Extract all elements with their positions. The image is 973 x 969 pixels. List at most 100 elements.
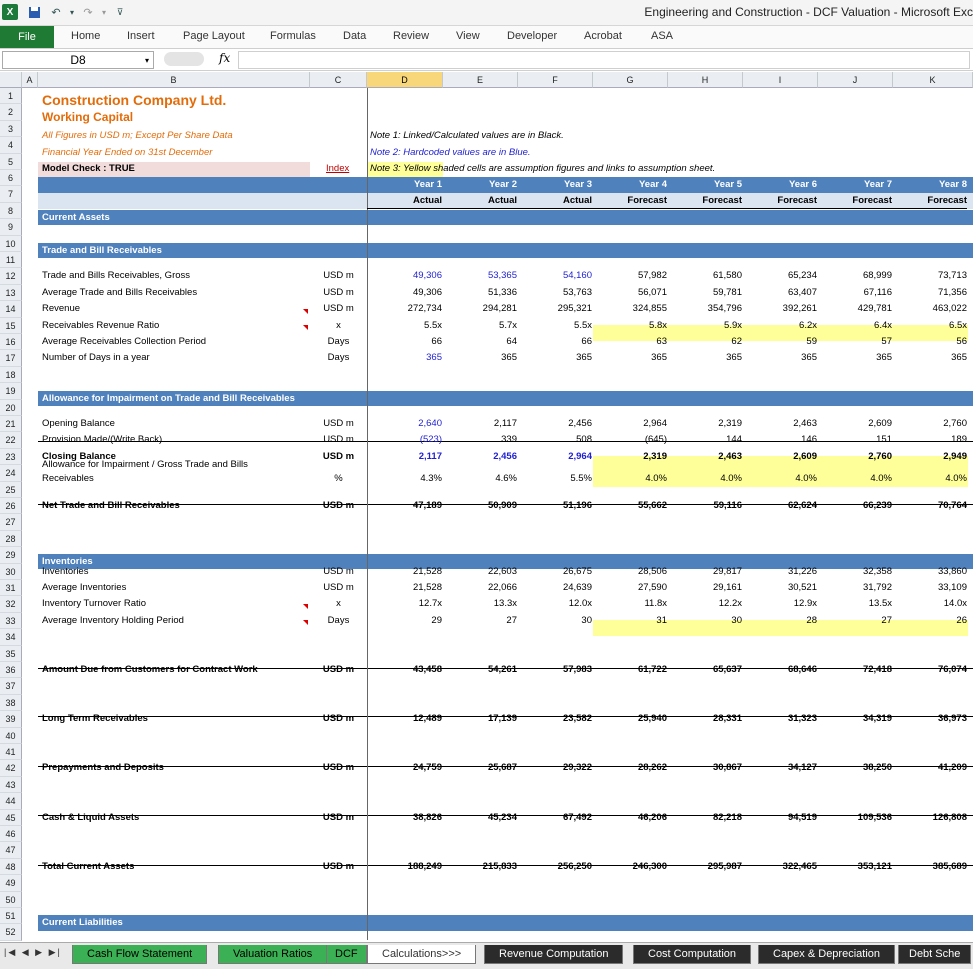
select-all-corner[interactable] — [0, 72, 22, 88]
column-header-f[interactable]: F — [518, 72, 593, 88]
sheet-tab-revenue-computation[interactable]: Revenue Computation — [484, 945, 624, 964]
row-header[interactable]: 11 — [0, 252, 22, 269]
row-header[interactable]: 5 — [0, 153, 22, 170]
row-header[interactable]: 35 — [0, 645, 22, 662]
column-header-g[interactable]: G — [593, 72, 668, 88]
row-header[interactable]: 44 — [0, 793, 22, 810]
tab-insert[interactable]: Insert — [127, 30, 155, 42]
row-header[interactable]: 24 — [0, 465, 22, 482]
undo-icon[interactable]: ↶ — [51, 6, 61, 19]
column-header-b[interactable]: B — [38, 72, 310, 88]
row-header[interactable]: 38 — [0, 694, 22, 712]
row-header[interactable]: 7 — [0, 186, 22, 203]
customize-toolbar-icon[interactable]: ⊽ — [116, 6, 124, 17]
row-header[interactable]: 33 — [0, 612, 22, 630]
row-header[interactable]: 36 — [0, 662, 22, 679]
sheet-tab-cost-computation[interactable]: Cost Computation — [633, 945, 752, 964]
row-header[interactable]: 47 — [0, 842, 22, 859]
row-header[interactable]: 26 — [0, 498, 22, 515]
row-header[interactable]: 22 — [0, 432, 22, 449]
row-header[interactable]: 27 — [0, 514, 22, 531]
row-header[interactable]: 49 — [0, 875, 22, 892]
excel-logo-icon[interactable]: X — [2, 4, 18, 20]
redo-icon[interactable]: ↷ — [83, 6, 93, 19]
row-header[interactable]: 45 — [0, 809, 22, 826]
row-header[interactable]: 28 — [0, 530, 22, 548]
column-header-a[interactable]: A — [22, 72, 38, 88]
row-header[interactable]: 4 — [0, 137, 22, 154]
name-box-dropdown-icon[interactable]: ▾ — [144, 55, 149, 65]
insert-function-icon[interactable]: fx — [219, 51, 231, 65]
save-icon[interactable] — [26, 4, 42, 20]
worksheet-grid[interactable]: Construction Company Ltd. Working Capita… — [22, 88, 973, 940]
tab-view[interactable]: View — [456, 30, 480, 42]
sheet-tab-dcf[interactable]: DCF — [326, 945, 367, 964]
name-box[interactable]: D8 ▾ — [2, 51, 154, 69]
undo-dropdown-icon[interactable]: ▾ — [69, 7, 74, 17]
sheet-tab-capex-depreciation[interactable]: Capex & Depreciation — [758, 945, 896, 964]
tab-developer[interactable]: Developer — [507, 30, 558, 42]
column-header-i[interactable]: I — [743, 72, 818, 88]
tab-file[interactable]: File — [0, 26, 54, 48]
index-link[interactable]: Index — [326, 163, 350, 174]
tab-data[interactable]: Data — [343, 30, 367, 42]
row-header[interactable]: 42 — [0, 760, 22, 777]
row-header[interactable]: 21 — [0, 416, 22, 433]
row-header[interactable]: 18 — [0, 366, 22, 384]
row-header[interactable]: 20 — [0, 399, 22, 416]
row-header[interactable]: 25 — [0, 481, 22, 498]
row-header[interactable]: 51 — [0, 908, 22, 925]
row-header[interactable]: 40 — [0, 727, 22, 744]
tab-home[interactable]: Home — [71, 30, 101, 42]
row-header[interactable]: 29 — [0, 547, 22, 564]
comment-indicator[interactable] — [303, 309, 308, 314]
comment-indicator[interactable] — [303, 604, 308, 609]
row-header[interactable]: 19 — [0, 383, 22, 400]
row-header[interactable]: 30 — [0, 563, 22, 580]
formula-input[interactable] — [238, 51, 970, 69]
sheet-tab-debt-schedule[interactable]: Debt Sche — [898, 945, 972, 964]
row-header[interactable]: 32 — [0, 596, 22, 613]
row-header[interactable]: 17 — [0, 350, 22, 367]
row-header[interactable]: 3 — [0, 120, 22, 138]
row-header[interactable]: 9 — [0, 219, 22, 236]
tab-formulas[interactable]: Formulas — [270, 30, 316, 42]
row-header[interactable]: 39 — [0, 711, 22, 728]
column-header-c[interactable]: C — [310, 72, 367, 88]
row-header[interactable]: 13 — [0, 284, 22, 302]
row-header[interactable]: 31 — [0, 580, 22, 597]
comment-indicator[interactable] — [303, 620, 308, 625]
redo-dropdown-icon[interactable]: ▾ — [101, 7, 106, 17]
row-header[interactable]: 50 — [0, 891, 22, 908]
tab-asa[interactable]: ASA — [651, 30, 674, 42]
tab-acrobat[interactable]: Acrobat — [584, 30, 622, 42]
column-header-d[interactable]: D — [367, 72, 443, 88]
row-header[interactable]: 14 — [0, 301, 22, 318]
row-header[interactable]: 12 — [0, 268, 22, 285]
row-header[interactable]: 46 — [0, 826, 22, 843]
sheet-tab-calculations[interactable]: Calculations>>> — [367, 945, 477, 964]
row-header[interactable]: 48 — [0, 858, 22, 876]
sheet-tab-valuation-ratios[interactable]: Valuation Ratios — [218, 945, 328, 964]
column-header-h[interactable]: H — [668, 72, 743, 88]
column-header-k[interactable]: K — [893, 72, 973, 88]
column-header-j[interactable]: J — [818, 72, 893, 88]
formula-bar-resize-handle[interactable] — [164, 52, 204, 66]
comment-indicator[interactable] — [303, 325, 308, 330]
row-header[interactable]: 15 — [0, 317, 22, 334]
tab-page-layout[interactable]: Page Layout — [183, 30, 245, 42]
tab-review[interactable]: Review — [393, 30, 430, 42]
sheet-tab-cash-flow[interactable]: Cash Flow Statement — [72, 945, 208, 964]
row-header[interactable]: 2 — [0, 104, 22, 121]
row-header[interactable]: 43 — [0, 776, 22, 794]
row-header[interactable]: 23 — [0, 448, 22, 466]
row-header[interactable]: 41 — [0, 744, 22, 761]
row-header[interactable]: 37 — [0, 678, 22, 695]
row-header[interactable]: 8 — [0, 202, 22, 220]
row-header[interactable]: 16 — [0, 334, 22, 351]
row-header[interactable]: 34 — [0, 629, 22, 646]
row-header[interactable]: 1 — [0, 88, 22, 105]
column-header-e[interactable]: E — [443, 72, 518, 88]
row-header[interactable]: 10 — [0, 235, 22, 252]
row-header[interactable]: 6 — [0, 170, 22, 187]
